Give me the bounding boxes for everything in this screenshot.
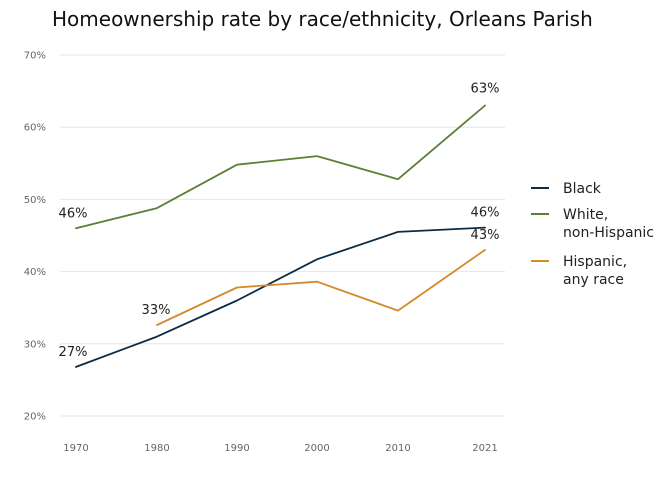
- x-tick-label: 1970: [63, 443, 88, 454]
- series-line-white-non-hispanic: [75, 104, 486, 230]
- y-tick-label: 20%: [24, 412, 46, 423]
- data-label: 27%: [59, 345, 88, 360]
- x-tick-label: 2000: [304, 443, 329, 454]
- legend-label: Black: [563, 181, 602, 197]
- series-line-hispanic-any-race: [156, 249, 486, 326]
- data-label: 43%: [471, 228, 500, 243]
- y-axis-ticks: 20% 30% 40% 50% 60% 70%: [24, 51, 46, 423]
- y-tick-label: 50%: [24, 195, 46, 206]
- x-tick-label: 1990: [224, 443, 249, 454]
- y-tick-label: 30%: [24, 339, 46, 350]
- legend-label: White,: [563, 207, 608, 223]
- chart-title: Homeownership rate by race/ethnicity, Or…: [52, 7, 593, 31]
- data-label: 63%: [471, 82, 500, 97]
- x-axis-ticks: 1970 1980 1990 2000 2010 2021: [63, 443, 497, 454]
- x-tick-label: 1980: [144, 443, 169, 454]
- legend-label: Hispanic,: [563, 254, 627, 270]
- data-label: 46%: [59, 206, 88, 221]
- gridlines: [60, 54, 505, 417]
- data-labels: 27% 46% 46% 63% 33% 43%: [59, 82, 500, 360]
- y-tick-label: 40%: [24, 267, 46, 278]
- legend: Black White, non-Hispanic Hispanic, any race: [531, 181, 654, 288]
- x-tick-label: 2010: [385, 443, 410, 454]
- data-label: 46%: [471, 206, 500, 221]
- data-label: 33%: [142, 303, 171, 318]
- y-tick-label: 60%: [24, 123, 46, 134]
- x-tick-label: 2021: [472, 443, 497, 454]
- legend-label: any race: [563, 272, 624, 288]
- series-line-black: [75, 226, 486, 368]
- series-lines: [75, 104, 486, 368]
- legend-label: non-Hispanic: [563, 225, 654, 241]
- y-tick-label: 70%: [24, 51, 46, 62]
